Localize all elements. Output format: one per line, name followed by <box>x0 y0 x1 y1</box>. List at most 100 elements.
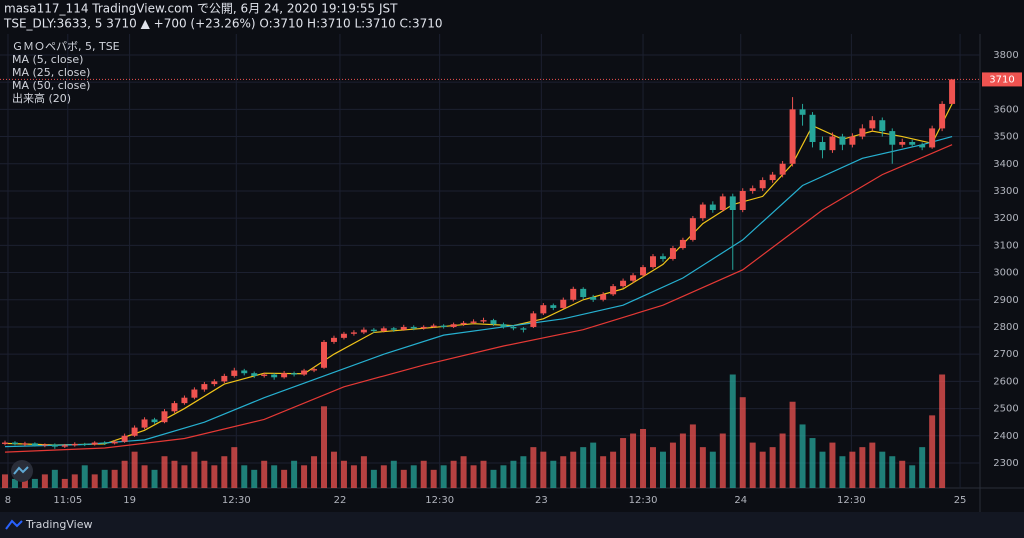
candle-body <box>849 136 856 145</box>
legend-entry: MA (25, close) <box>12 66 90 79</box>
volume-bar <box>71 474 78 488</box>
candle-body <box>510 326 517 329</box>
candle-body <box>271 374 278 378</box>
volume-bar <box>261 460 268 488</box>
volume-bar <box>271 465 278 488</box>
volume-bar <box>81 465 88 488</box>
candle-body <box>131 427 138 436</box>
candle-body <box>610 286 617 295</box>
candle-body <box>620 280 627 287</box>
candle-body <box>669 248 676 259</box>
candle-body <box>699 204 706 219</box>
candle-body <box>540 305 547 314</box>
y-tick-label: 3600 <box>993 104 1018 115</box>
volume-bar <box>809 438 816 488</box>
candle-body <box>1 442 8 444</box>
candle-body <box>71 443 78 446</box>
volume-bar <box>480 460 487 488</box>
candle-body <box>480 320 487 322</box>
volume-bar <box>440 465 447 488</box>
volume-bar <box>899 460 906 488</box>
volume-bar <box>919 447 926 488</box>
volume-bar <box>1 474 8 488</box>
volume-bar <box>430 469 437 488</box>
candle-body <box>570 288 577 300</box>
legend-entry: MA (50, close) <box>12 79 90 92</box>
candle-body <box>151 419 158 423</box>
x-tick-label: 22 <box>334 495 347 506</box>
volume-bar <box>640 428 647 488</box>
candle-body <box>819 141 826 151</box>
candle-body <box>530 313 537 327</box>
y-tick-label: 2400 <box>993 431 1018 442</box>
volume-bar <box>610 451 617 488</box>
volume-bar <box>291 460 298 488</box>
x-tick-label: 12:30 <box>222 495 251 506</box>
candle-body <box>61 445 68 447</box>
volume-bar <box>211 465 218 488</box>
candle-body <box>261 374 268 376</box>
volume-bar <box>191 451 198 488</box>
candle-body <box>161 411 168 423</box>
volume-bar <box>410 465 417 488</box>
candle-body <box>101 442 108 444</box>
volume-bar <box>839 456 846 488</box>
volume-bar <box>151 469 158 488</box>
x-tick-label: 12:30 <box>629 495 658 506</box>
candle-body <box>560 299 567 308</box>
volume-bar <box>889 456 896 488</box>
volume-bar <box>689 424 696 488</box>
candle-body <box>350 332 357 334</box>
y-tick-label: 3800 <box>993 50 1018 61</box>
volume-bar <box>400 469 407 488</box>
y-tick-label: 2300 <box>993 458 1018 469</box>
candle-body <box>440 325 447 327</box>
candle-body <box>410 326 417 329</box>
volume-bar <box>650 447 656 488</box>
volume-bar <box>669 442 676 488</box>
candle-body <box>251 373 258 376</box>
candle-body <box>400 326 407 330</box>
candle-body <box>181 397 188 404</box>
volume-bar <box>540 451 547 488</box>
candle-body <box>909 141 916 145</box>
volume-bar <box>909 465 916 488</box>
volume-bar <box>490 469 497 488</box>
volume-bar <box>171 460 178 488</box>
candle-body <box>739 190 746 210</box>
volume-bar <box>390 460 397 488</box>
candle-body <box>919 144 926 148</box>
candle-body <box>380 328 387 332</box>
candle-body <box>51 444 58 447</box>
last-price-tag <box>982 72 1022 87</box>
volume-bar <box>869 442 876 488</box>
volume-bar <box>340 460 347 488</box>
volume-bar <box>61 478 68 488</box>
y-tick-label: 2600 <box>993 376 1018 387</box>
candle-body <box>291 373 298 375</box>
volume-bar <box>739 397 746 488</box>
volume-bar <box>729 374 736 488</box>
candle-body <box>520 328 527 330</box>
volume-bar <box>350 465 357 488</box>
candle-body <box>600 294 607 300</box>
volume-bar <box>600 456 607 488</box>
volume-bar <box>580 447 587 488</box>
candle-body <box>241 370 248 374</box>
candle-body <box>640 267 647 276</box>
candle-body <box>171 403 178 412</box>
volume-bar <box>111 469 118 488</box>
candle-body <box>630 275 637 281</box>
candle-body <box>91 442 98 445</box>
x-tick-label: 12:30 <box>837 495 866 506</box>
y-tick-label: 3100 <box>993 240 1018 251</box>
volume-bar <box>759 451 766 488</box>
volume-bar <box>370 469 377 488</box>
volume-bar <box>181 465 188 488</box>
candle-body <box>550 305 557 308</box>
y-tick-label: 2700 <box>993 349 1018 360</box>
candle-body <box>211 381 218 385</box>
volume-bar <box>560 456 567 488</box>
candle-body <box>490 320 497 325</box>
volume-bar <box>769 447 776 488</box>
